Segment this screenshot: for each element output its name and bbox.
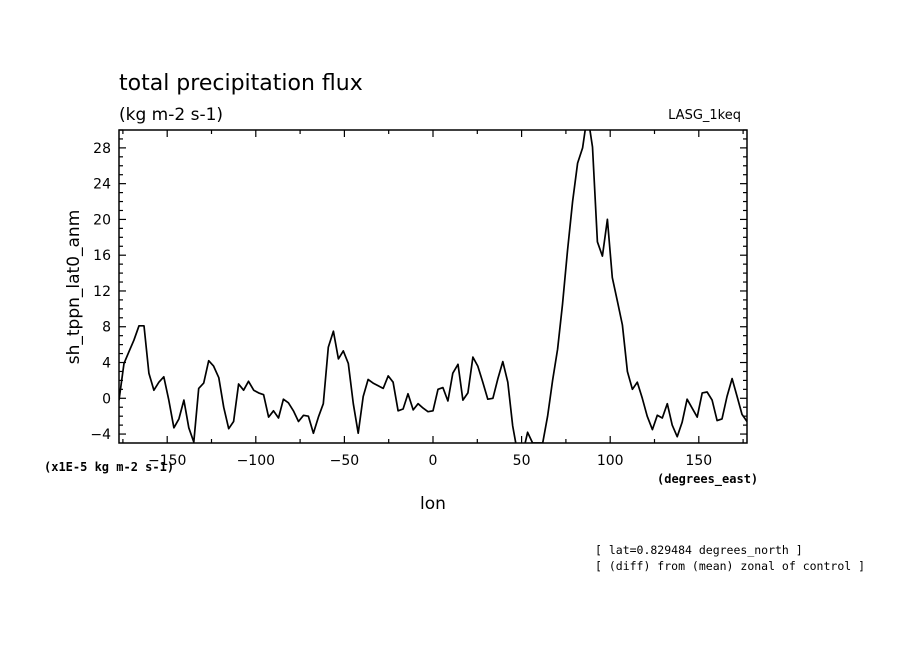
y-axis-label: sh_tppn_lat0_anm (64, 210, 84, 365)
axis-ticks: −150 −100 −50 0 50 100 150 −4 0 4 8 12 16 20 24 28 (90, 129, 747, 469)
chart-units: (kg m-2 s-1) (119, 105, 223, 125)
footnote-latitude: [ lat=0.829484 degrees_north ] (595, 543, 803, 557)
y-tick-label: 0 (102, 391, 111, 407)
x-tick-label: 0 (429, 453, 438, 469)
y-tick-label: 20 (93, 212, 111, 228)
x-axis-label: lon (420, 494, 446, 514)
dataset-label: LASG_1keq (668, 108, 741, 123)
y-tick-label: 24 (93, 177, 111, 193)
x-tick-label: −100 (237, 453, 275, 469)
footnote-diff: [ (diff) from (mean) zonal of control ] (595, 559, 865, 573)
y-tick-label: 16 (93, 248, 111, 264)
chart-title: total precipitation flux (119, 71, 363, 96)
x-tick-label: −50 (330, 453, 360, 469)
y-tick-label: 4 (102, 356, 111, 372)
y-tick-label: −4 (90, 427, 111, 443)
series-line-0 (119, 130, 747, 443)
y-tick-label: 8 (102, 320, 111, 336)
x-tick-label: 50 (513, 453, 531, 469)
plot-frame (118, 129, 748, 444)
y-tick-label: 28 (93, 141, 111, 157)
x-tick-label: 100 (597, 453, 624, 469)
y-tick-label: 12 (93, 284, 111, 300)
y-scale-note: (x1E-5 kg m-2 s-1) (44, 460, 174, 474)
x-axis-units: (degrees_east) (657, 472, 758, 487)
x-tick-label: −150 (148, 453, 186, 469)
x-tick-label: 150 (685, 453, 712, 469)
